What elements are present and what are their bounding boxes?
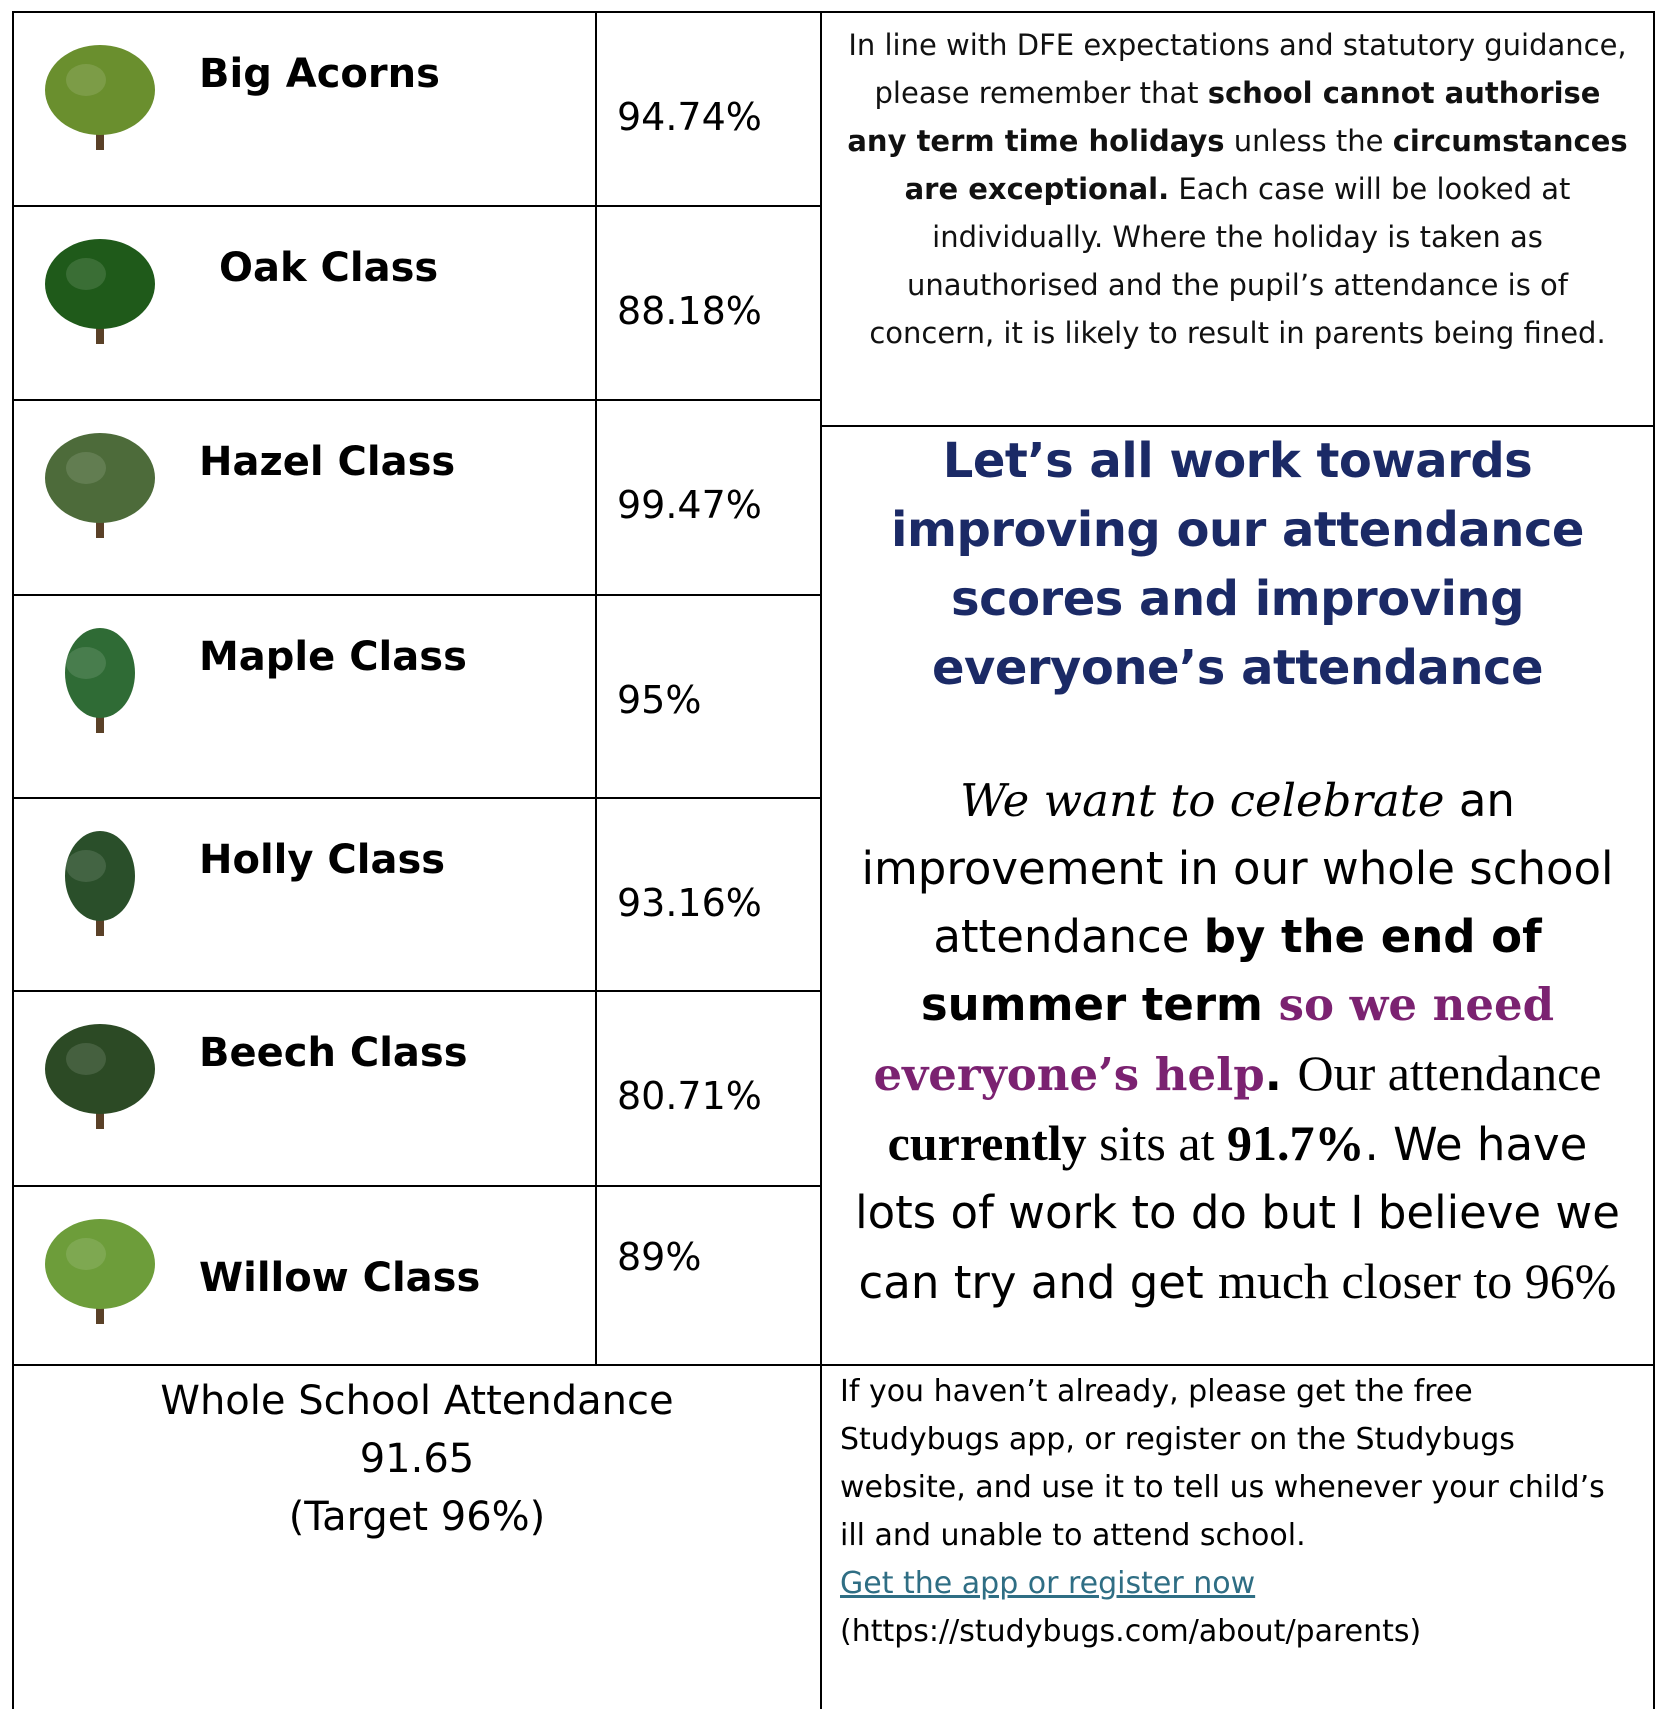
class-name-cell: Willow Class	[12, 1185, 597, 1366]
page: In line with DFE expectations and statut…	[0, 0, 1667, 1709]
class-attendance: 80.71%	[617, 1074, 762, 1118]
class-attendance: 95%	[617, 678, 701, 722]
studybugs-cell: If you haven’t already, please get the f…	[820, 1364, 1655, 1709]
tree-icon	[36, 229, 166, 349]
message-text: .	[1265, 1048, 1298, 1101]
class-name-cell: Beech Class	[12, 990, 597, 1187]
whole-school-target: (Target 96%)	[14, 1488, 820, 1546]
whole-school-value: 91.65	[14, 1430, 820, 1488]
message-text: much closer to 96%	[1218, 1253, 1617, 1309]
campaign-cell: Let’s all work towards improving our att…	[820, 425, 1655, 1366]
class-attendance: 99.47%	[617, 483, 762, 527]
class-name: Beech Class	[199, 1030, 468, 1076]
class-attendance: 94.74%	[617, 95, 762, 139]
attendance-cell: 95%	[595, 594, 822, 799]
class-name-cell: Oak Class	[12, 205, 597, 401]
tree-icon	[36, 423, 166, 543]
notice-cell: In line with DFE expectations and statut…	[820, 11, 1655, 427]
tree-icon	[36, 1014, 166, 1134]
class-name-cell: Holly Class	[12, 797, 597, 992]
class-name: Oak Class	[219, 245, 438, 291]
attendance-cell: 93.16%	[595, 797, 822, 992]
whole-school: Whole School Attendance 91.65 (Target 96…	[14, 1366, 820, 1546]
class-name: Willow Class	[199, 1255, 480, 1301]
tree-icon	[36, 821, 166, 941]
class-attendance: 93.16%	[617, 881, 762, 925]
message-text: currently	[888, 1115, 1087, 1171]
notice: In line with DFE expectations and statut…	[822, 13, 1653, 365]
attendance-cell: 99.47%	[595, 399, 822, 596]
attendance-cell: 80.71%	[595, 990, 822, 1187]
class-name-cell: Maple Class	[12, 594, 597, 799]
message-text: 91.7%	[1227, 1115, 1365, 1171]
whole-school-cell: Whole School Attendance 91.65 (Target 96…	[12, 1364, 822, 1709]
class-name-cell: Hazel Class	[12, 399, 597, 596]
class-name: Holly Class	[199, 837, 445, 883]
studybugs: If you haven’t already, please get the f…	[822, 1366, 1653, 1658]
message-text: We want to celebrate	[960, 774, 1444, 827]
campaign-message: We want to celebrate an improvement in o…	[822, 703, 1653, 1317]
attendance-cell: 88.18%	[595, 205, 822, 401]
campaign-heading: Let’s all work towards improving our att…	[822, 427, 1653, 703]
whole-school-label: Whole School Attendance	[14, 1372, 820, 1430]
message-text: Our attendance	[1297, 1045, 1601, 1101]
studybugs-link[interactable]: Get the app or register now	[840, 1560, 1635, 1608]
message-text: sits at	[1087, 1115, 1227, 1171]
tree-icon	[36, 618, 166, 738]
class-name: Big Acorns	[199, 51, 440, 97]
attendance-cell: 89%	[595, 1185, 822, 1366]
class-name: Maple Class	[199, 634, 467, 680]
class-name: Hazel Class	[199, 439, 455, 485]
studybugs-text: If you haven’t already, please get the f…	[840, 1368, 1635, 1560]
class-attendance: 88.18%	[617, 289, 762, 333]
tree-icon	[36, 35, 166, 155]
class-name-cell: Big Acorns	[12, 11, 597, 207]
class-attendance: 89%	[617, 1235, 701, 1279]
notice-text: unless the	[1225, 124, 1393, 158]
tree-icon	[36, 1209, 166, 1329]
studybugs-url: (https://studybugs.com/about/parents)	[840, 1608, 1635, 1656]
attendance-cell: 94.74%	[595, 11, 822, 207]
